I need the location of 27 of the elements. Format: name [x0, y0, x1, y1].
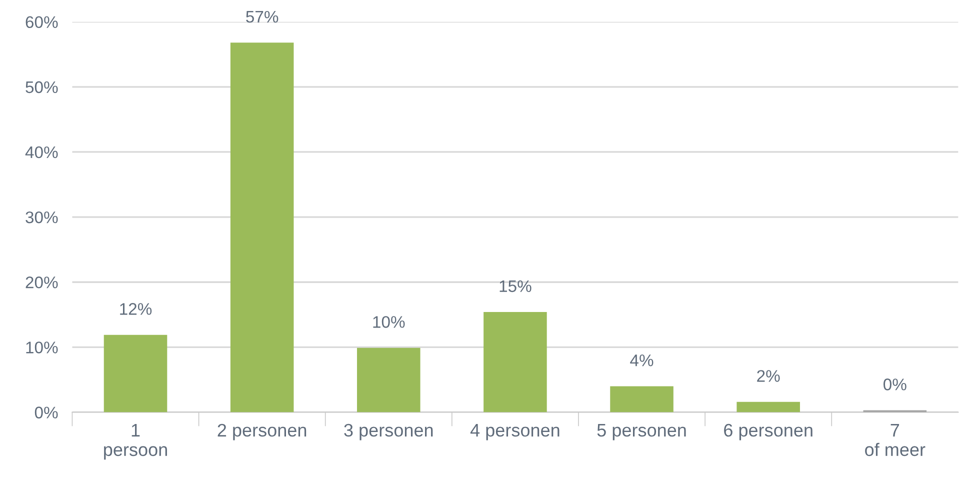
x-tick-label: 3 personen — [344, 424, 433, 440]
bar — [104, 334, 168, 412]
y-tick-label: 20% — [26, 276, 58, 288]
y-tick-label: 0% — [34, 406, 58, 418]
bar — [610, 386, 674, 412]
bar — [230, 42, 294, 412]
bar — [357, 348, 420, 412]
data-label: 12% — [120, 303, 152, 315]
data-label: 15% — [500, 280, 532, 292]
data-label: 2% — [757, 370, 780, 382]
x-tick-label: 2 personen — [218, 424, 306, 440]
x-tick-label: 6 personen — [724, 424, 812, 440]
x-tick-label: 4 personen — [470, 424, 560, 440]
data-label: 4% — [630, 354, 654, 366]
bar — [736, 402, 800, 412]
y-tick-label: 40% — [25, 146, 58, 158]
y-tick-label: 50% — [26, 81, 58, 94]
y-tick-label: 30% — [26, 211, 58, 224]
bar — [484, 312, 547, 412]
data-label: 10% — [373, 316, 405, 328]
x-tick-label: 5 personen — [597, 424, 686, 440]
x-tick-label: 7 of meer — [865, 424, 926, 456]
y-tick-label: 60% — [26, 16, 58, 28]
x-tick-label: 1 persoon — [104, 424, 167, 460]
data-label: 57% — [246, 10, 278, 23]
y-tick-label: 10% — [26, 342, 58, 354]
data-label: 0% — [884, 378, 906, 390]
